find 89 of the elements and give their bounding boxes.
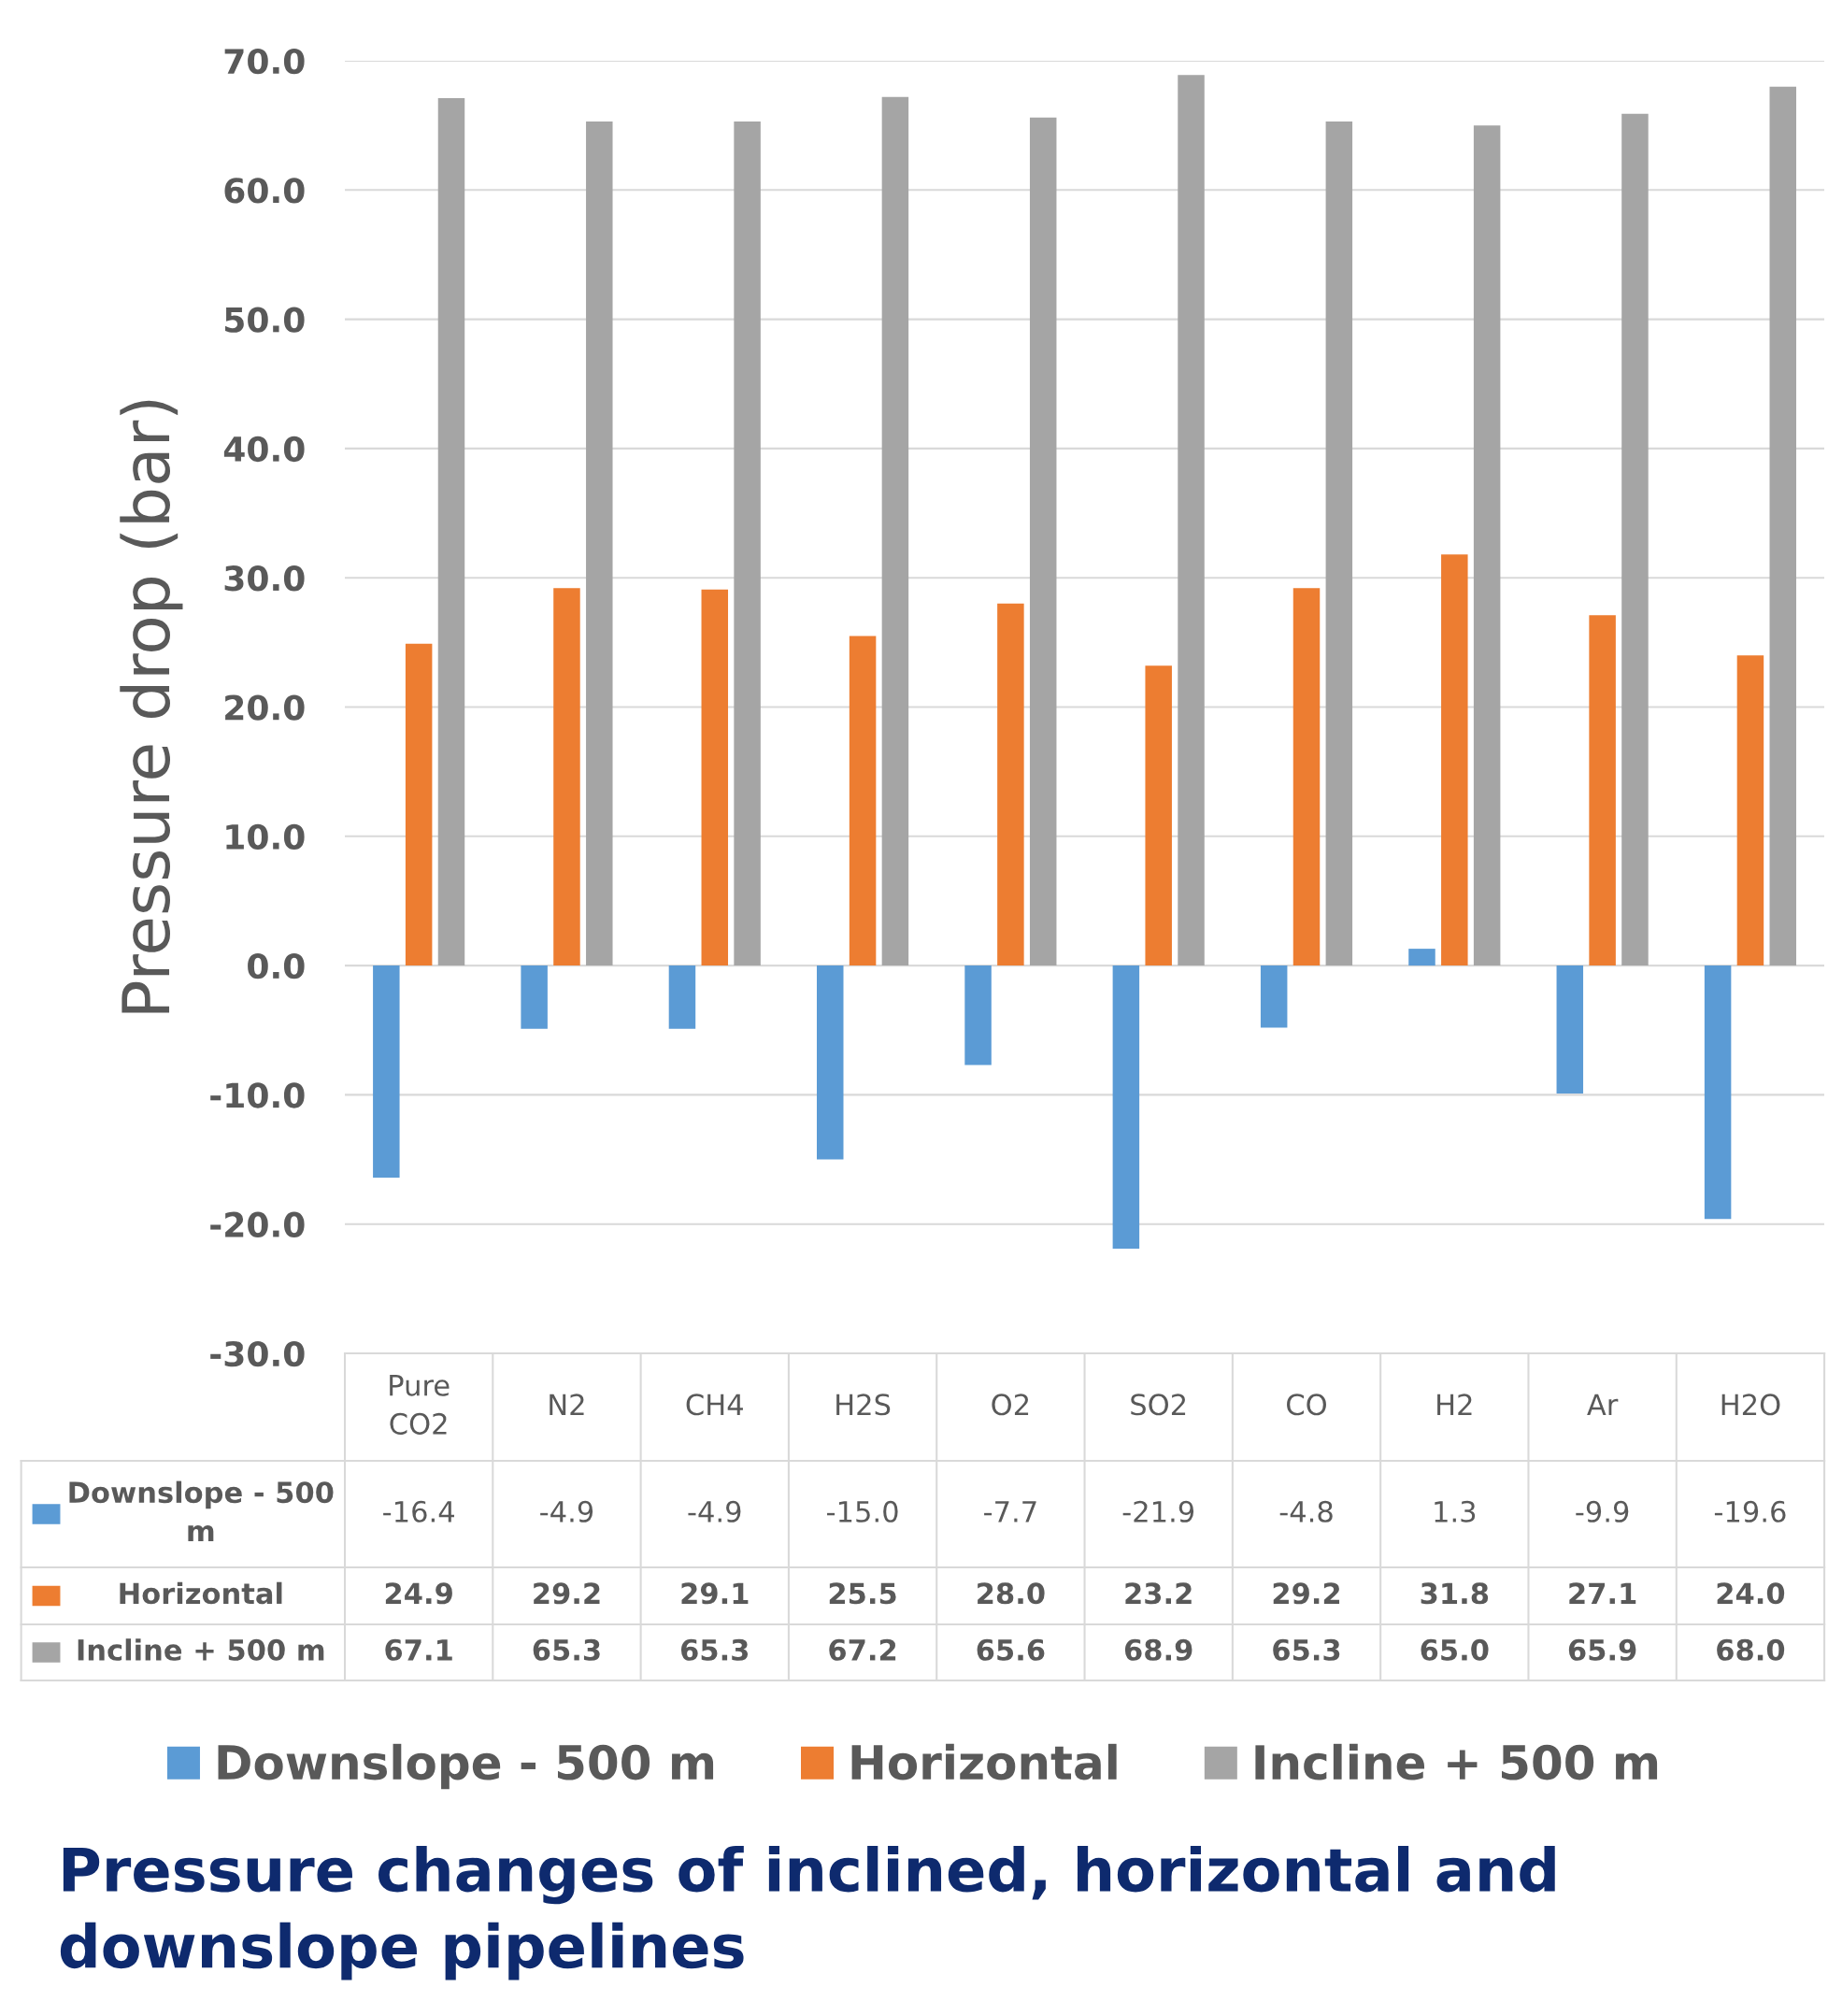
- data-label: -7.7: [984, 1501, 1036, 1523]
- bar: [964, 965, 992, 1065]
- data-label: 1.3: [1435, 1500, 1476, 1523]
- x-tick-label: H2: [1437, 1394, 1472, 1415]
- data-label: 65.3: [1273, 1638, 1340, 1661]
- data-label: 25.5: [829, 1582, 896, 1605]
- bar: [817, 965, 844, 1160]
- bar: [437, 98, 465, 966]
- data-label: 29.1: [681, 1582, 749, 1605]
- y-tick-label: 60.0: [224, 178, 305, 204]
- y-tick-label: -10.0: [210, 1082, 305, 1108]
- data-label: 24.0: [1717, 1582, 1785, 1605]
- bar: [1769, 86, 1797, 966]
- bar: [701, 589, 729, 966]
- data-label: -15.0: [827, 1500, 898, 1523]
- bar: [1178, 75, 1205, 966]
- legend-label: Incline + 500 m: [78, 1638, 324, 1661]
- data-label: -4.9: [688, 1500, 741, 1523]
- data-label: 29.2: [1273, 1582, 1340, 1605]
- y-tick-label: 30.0: [224, 565, 305, 592]
- bar: [373, 965, 400, 1178]
- data-label: -19.6: [1714, 1500, 1786, 1523]
- bar: [1112, 965, 1140, 1249]
- bar: [881, 96, 909, 966]
- bar: [405, 643, 433, 966]
- y-tick-label: 40.0: [223, 436, 305, 463]
- text: Downslope - 500 m: [218, 1743, 714, 1790]
- y-tick-label: -30.0: [210, 1340, 305, 1367]
- data-label: 31.8: [1421, 1582, 1489, 1605]
- bar: [1292, 588, 1321, 966]
- data-label: 27.1: [1569, 1582, 1636, 1604]
- y-axis-title: Pressure drop (bar): [120, 400, 183, 1013]
- bar: [1621, 113, 1649, 966]
- bar: [1736, 655, 1764, 966]
- x-tick-label: CO: [1287, 1394, 1326, 1416]
- y-tick-label: -20.0: [210, 1211, 305, 1237]
- y-tick-label: 10.0: [226, 823, 305, 851]
- data-label: -21.9: [1122, 1500, 1194, 1523]
- x-tick-label: H2O: [1721, 1394, 1780, 1416]
- bar: [1260, 965, 1288, 1028]
- bar: [1145, 665, 1172, 966]
- y-tick-label: 50.0: [225, 307, 305, 333]
- text: Incline + 500 m: [1255, 1743, 1658, 1780]
- text: Horizontal: [851, 1743, 1117, 1780]
- bar: [1704, 965, 1732, 1220]
- bar: [553, 588, 580, 966]
- data-label: 65.3: [680, 1638, 749, 1661]
- data-label: 68.9: [1124, 1638, 1192, 1661]
- bar: [1556, 965, 1584, 1094]
- bar: [586, 122, 613, 966]
- data-label: -16.4: [383, 1500, 454, 1523]
- y-tick-label: 70.0: [224, 48, 305, 75]
- data-label: 67.1: [385, 1638, 452, 1661]
- data-label: 67.2: [829, 1638, 896, 1661]
- data-label: 68.0: [1717, 1638, 1785, 1661]
- bar: [997, 603, 1024, 966]
- data-label: 65.9: [1568, 1638, 1636, 1661]
- legend-label: Horizontal: [120, 1581, 282, 1605]
- bar: [668, 965, 696, 1029]
- data-label: 28.0: [978, 1582, 1045, 1605]
- bar: [1408, 949, 1435, 966]
- x-tick-label: H2S: [836, 1394, 891, 1416]
- x-tick-label: O2: [992, 1394, 1029, 1416]
- legend-label: Downslope - 500 m: [69, 1480, 334, 1542]
- data-label: -4.8: [1279, 1500, 1333, 1523]
- data-label: 65.3: [533, 1638, 600, 1661]
- text: Pressure changes of inclined, horizontal and downslope pipelines: [60, 1846, 1555, 1980]
- bar: [1473, 125, 1501, 966]
- x-tick-label: SO2: [1131, 1394, 1186, 1416]
- data-label: -4.9: [540, 1500, 593, 1523]
- y-tick-label: 0.0: [248, 953, 305, 979]
- x-tick-label: N2: [550, 1394, 584, 1415]
- data-label: 23.2: [1125, 1582, 1192, 1605]
- x-tick-label: Ar: [1587, 1394, 1619, 1415]
- data-label: 65.0: [1421, 1638, 1489, 1661]
- bar: [1441, 554, 1468, 966]
- data-label: 65.6: [977, 1638, 1045, 1661]
- data-label: 24.9: [385, 1582, 452, 1605]
- bar: [1029, 117, 1057, 966]
- bar: [849, 636, 877, 966]
- bar: [1325, 122, 1353, 966]
- x-tick-label: Pure CO2: [390, 1375, 450, 1435]
- y-tick-label: 20.0: [225, 694, 305, 721]
- data-label: -9.9: [1576, 1500, 1629, 1523]
- data-label: 29.2: [534, 1582, 600, 1605]
- bar: [521, 965, 548, 1029]
- bar: [1589, 615, 1616, 966]
- bar: [734, 122, 761, 966]
- x-tick-label: CH4: [686, 1394, 743, 1416]
